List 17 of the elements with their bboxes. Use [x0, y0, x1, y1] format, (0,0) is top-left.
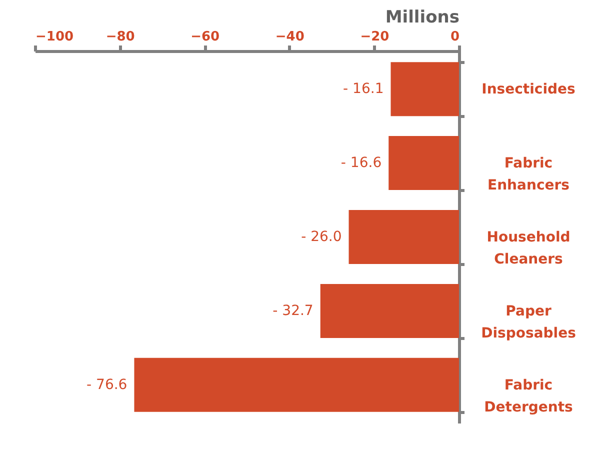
x-tick-label: −60: [190, 30, 220, 44]
x-tick-label: −100: [36, 30, 74, 44]
data-label: - 16.6: [340, 155, 382, 172]
x-tick-label: −80: [106, 30, 135, 44]
y-tick-label: Fabric Enhancers: [488, 156, 570, 194]
x-tick-label: 0: [450, 30, 460, 44]
y-tick-label: Insecticides: [482, 82, 576, 98]
data-label: - 32.7: [272, 302, 314, 319]
x-axis-title: Millions: [385, 8, 460, 28]
data-label: - 76.6: [86, 376, 128, 393]
x-tick-label: −20: [360, 30, 390, 44]
y-tick-label: Fabric Detergents: [484, 377, 573, 416]
data-label: - 26.0: [301, 229, 342, 245]
x-tick-label: −40: [275, 30, 304, 44]
y-tick-label: Paper Disposables: [481, 303, 576, 342]
y-tick-label: Household Cleaners: [486, 230, 570, 268]
data-label: - 16.1: [343, 81, 384, 98]
